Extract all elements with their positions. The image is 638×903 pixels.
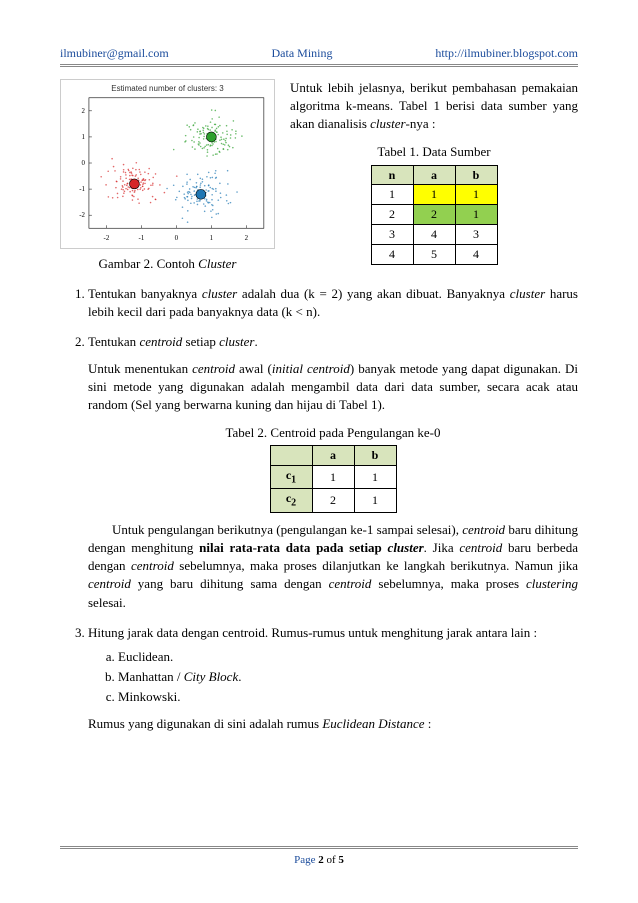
iteration-paragraph: Untuk pengulangan berikutnya (pengulanga… <box>88 521 578 612</box>
footer-page-label: Page <box>294 854 318 866</box>
svg-text:1: 1 <box>210 235 214 242</box>
table1-cell: 3 <box>455 224 497 244</box>
svg-text:-2: -2 <box>104 235 110 242</box>
step-3-tail: Rumus yang digunakan di sini adalah rumu… <box>88 715 578 733</box>
svg-text:2: 2 <box>82 108 86 115</box>
svg-text:0: 0 <box>175 235 179 242</box>
distance-formula-item: Minkowski. <box>118 688 578 706</box>
table-data-sumber: nab111221343454 <box>371 165 498 265</box>
header-title: Data Mining <box>272 45 333 62</box>
table2-cell: 1 <box>354 466 396 489</box>
svg-text:-1: -1 <box>139 235 145 242</box>
step-2: Tentukan centroid setiap cluster. Untuk … <box>88 333 578 611</box>
table1-cell: 5 <box>413 244 455 264</box>
header-email: ilmubiner@gmail.com <box>60 45 169 62</box>
table1-cell: 4 <box>413 224 455 244</box>
table1-cell: 2 <box>371 205 413 225</box>
step-2-detail: Untuk menentukan centroid awal (initial … <box>88 360 578 415</box>
table1-cell: 1 <box>455 205 497 225</box>
steps-list: Tentukan banyaknya cluster adalah dua (k… <box>88 285 578 733</box>
header-divider <box>60 64 578 67</box>
scatter-plot: -2 -2 -1 -1 0 0 1 1 2 2 <box>61 80 274 248</box>
table1-cell: 4 <box>455 244 497 264</box>
table2-cell: c1 <box>270 466 312 489</box>
table2-cell: 1 <box>354 489 396 512</box>
table2-cell: 1 <box>312 466 354 489</box>
table1-cell: 3 <box>371 224 413 244</box>
table1-cell: 2 <box>413 205 455 225</box>
svg-text:1: 1 <box>82 134 86 141</box>
table1-header: a <box>413 165 455 185</box>
figure-title: Estimated number of clusters: 3 <box>61 83 274 94</box>
step-3: Hitung jarak data dengan centroid. Rumus… <box>88 624 578 733</box>
distance-formula-item: Manhattan / City Block. <box>118 668 578 686</box>
step-1: Tentukan banyaknya cluster adalah dua (k… <box>88 285 578 321</box>
distance-formula-item: Euclidean. <box>118 648 578 666</box>
cluster-figure: Estimated number of clusters: 3 -2 -2 -1 -1… <box>60 79 275 249</box>
table2-header: b <box>354 446 396 466</box>
table1-caption: Tabel 1. Data Sumber <box>290 143 578 161</box>
footer-of: of <box>324 854 339 866</box>
table1-cell: 4 <box>371 244 413 264</box>
footer-divider <box>60 846 578 849</box>
distance-formulas: Euclidean. Manhattan / City Block. Minkows… <box>118 648 578 707</box>
table1-header: n <box>371 165 413 185</box>
svg-text:-1: -1 <box>79 186 85 193</box>
footer-page-total: 5 <box>338 854 344 866</box>
table1-cell: 1 <box>371 185 413 205</box>
page-footer: Page 2 of 5 <box>60 846 578 868</box>
svg-text:2: 2 <box>245 235 249 242</box>
svg-text:0: 0 <box>82 160 86 167</box>
table1-header: b <box>455 165 497 185</box>
svg-text:-2: -2 <box>79 212 85 219</box>
table2-header: a <box>312 446 354 466</box>
intro-paragraph: Untuk lebih jelasnya, berikut pembahasan… <box>290 79 578 134</box>
page-header: ilmubiner@gmail.com Data Mining http://i… <box>60 45 578 64</box>
table-centroid: abc111c221 <box>270 445 397 513</box>
table2-caption: Tabel 2. Centroid pada Pengulangan ke-0 <box>88 424 578 442</box>
table1-cell: 1 <box>413 185 455 205</box>
table1-cell: 1 <box>455 185 497 205</box>
figure-caption: Gambar 2. Contoh Cluster <box>60 255 275 273</box>
header-url: http://ilmubiner.blogspot.com <box>435 45 578 62</box>
table2-cell: c2 <box>270 489 312 512</box>
table2-cell: 2 <box>312 489 354 512</box>
